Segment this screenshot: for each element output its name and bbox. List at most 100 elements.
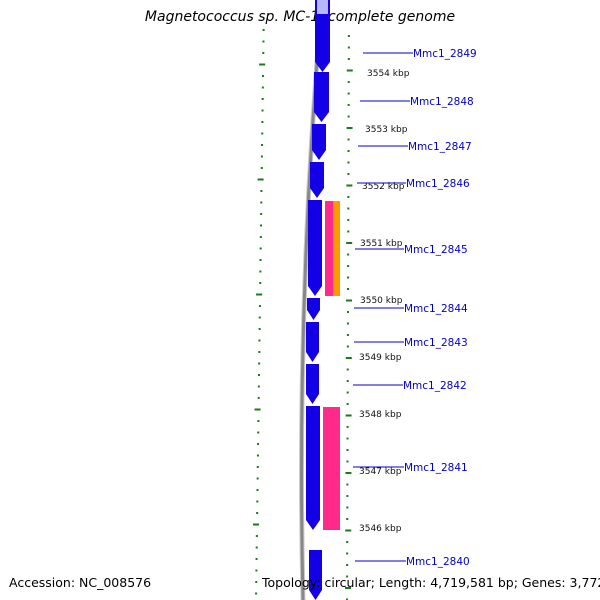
outer-tick: [260, 155, 263, 158]
inner-tick: [345, 472, 352, 474]
inner-tick: [347, 276, 350, 279]
outer-tick: [258, 351, 261, 353]
outer-tick: [257, 385, 260, 388]
inner-tick: [346, 322, 349, 325]
outer-tick: [256, 477, 259, 480]
inner-tick-marks: [345, 35, 353, 600]
outer-tick: [262, 29, 265, 31]
gene-arrow: [307, 298, 320, 320]
outer-tick: [255, 592, 258, 595]
inner-tick: [346, 506, 349, 509]
inner-tick: [346, 483, 349, 486]
kbp-labels: 3554 kbp 3553 kbp 3552 kbp 3551 kbp 3550 kbp…: [359, 69, 410, 534]
inner-tick: [346, 437, 349, 440]
kbp-label: 3551 kbp: [360, 239, 403, 249]
outer-tick: [255, 569, 258, 572]
outer-tick: [261, 75, 264, 77]
inner-tick: [346, 380, 349, 382]
outer-tick: [256, 466, 259, 468]
inner-tick: [347, 92, 350, 95]
gene-highlight: [317, 0, 328, 14]
gene-arrow: [314, 72, 329, 122]
gene-arrow: [306, 322, 319, 362]
inner-tick: [346, 311, 349, 313]
outer-tick: [259, 63, 266, 66]
inner-tick: [347, 35, 350, 37]
inner-tick: [345, 587, 352, 589]
kbp-label: 3549 kbp: [359, 353, 402, 363]
outer-tick: [262, 52, 265, 54]
inner-tick: [346, 242, 353, 244]
outer-tick: [258, 362, 261, 365]
inner-tick: [347, 288, 350, 290]
feature-bar-orange: [333, 201, 340, 296]
inner-tick: [347, 150, 350, 152]
inner-tick: [345, 529, 352, 532]
outer-tick: [261, 121, 264, 123]
outer-tick: [257, 397, 260, 399]
gene-label: Mmc1_2842: [403, 380, 467, 392]
outer-tick: [255, 581, 258, 583]
outer-tick: [256, 454, 259, 457]
feature-bar-pink: [325, 201, 333, 296]
inner-tick: [347, 115, 350, 118]
outer-tick: [253, 523, 260, 526]
gene-arrow: [309, 550, 322, 600]
inner-tick: [346, 426, 349, 428]
genome-summary: Topology: circular; Length: 4,719,581 bp…: [262, 575, 600, 590]
outer-tick: [259, 259, 262, 261]
outer-tick: [259, 282, 262, 284]
outer-tick: [261, 86, 264, 89]
outer-tick: [262, 40, 265, 43]
gene-arrow: [308, 200, 322, 296]
outer-tick: [257, 178, 264, 181]
outer-tick: [256, 489, 259, 491]
gene-label: Mmc1_2845: [404, 244, 468, 256]
inner-tick: [347, 265, 350, 267]
outer-tick: [254, 408, 261, 411]
outer-tick: [260, 213, 263, 215]
gene-arrow: [310, 162, 324, 198]
outer-tick: [261, 144, 264, 146]
gene-label: Mmc1_2849: [413, 48, 477, 60]
outer-tick: [259, 224, 262, 227]
gene-track: [306, 0, 340, 600]
outer-tick: [261, 109, 264, 112]
inner-tick: [347, 196, 350, 198]
feature-bar-pink: [323, 407, 340, 530]
gene-label: Mmc1_2840: [406, 556, 470, 568]
inner-tick: [346, 334, 349, 336]
outer-tick: [258, 339, 261, 342]
gene-label: Mmc1_2846: [406, 178, 470, 190]
outer-tick: [255, 546, 258, 549]
inner-tick: [346, 368, 349, 371]
kbp-label: 3547 kbp: [359, 467, 402, 477]
inner-tick: [346, 518, 349, 520]
outer-tick: [257, 420, 260, 422]
outer-tick: [261, 98, 264, 100]
outer-tick: [255, 558, 258, 560]
gene-arrow: [306, 364, 319, 404]
gene-labels: Mmc1_2849 Mmc1_2848 Mmc1_2847 Mmc1_2846 Mmc1…: [353, 48, 477, 568]
inner-tick: [346, 460, 349, 463]
inner-tick: [346, 575, 349, 578]
inner-tick: [346, 552, 349, 555]
inner-tick: [345, 299, 352, 302]
outer-tick: [256, 512, 259, 514]
kbp-label: 3546 kbp: [359, 524, 402, 534]
kbp-label: 3548 kbp: [359, 410, 402, 420]
outer-tick-marks: [253, 29, 266, 595]
kbp-label: 3550 kbp: [360, 296, 403, 306]
inner-tick: [346, 449, 349, 451]
outer-tick: [259, 247, 262, 250]
inner-tick: [347, 104, 350, 106]
outer-tick: [255, 535, 258, 537]
kbp-label: 3554 kbp: [367, 69, 410, 79]
outer-tick: [259, 270, 262, 273]
inner-tick: [347, 219, 350, 221]
gene-label: Mmc1_2847: [408, 141, 472, 153]
outer-tick: [260, 167, 263, 169]
accession-text: Accession: NC_008576: [9, 575, 152, 590]
inner-tick: [346, 391, 349, 394]
